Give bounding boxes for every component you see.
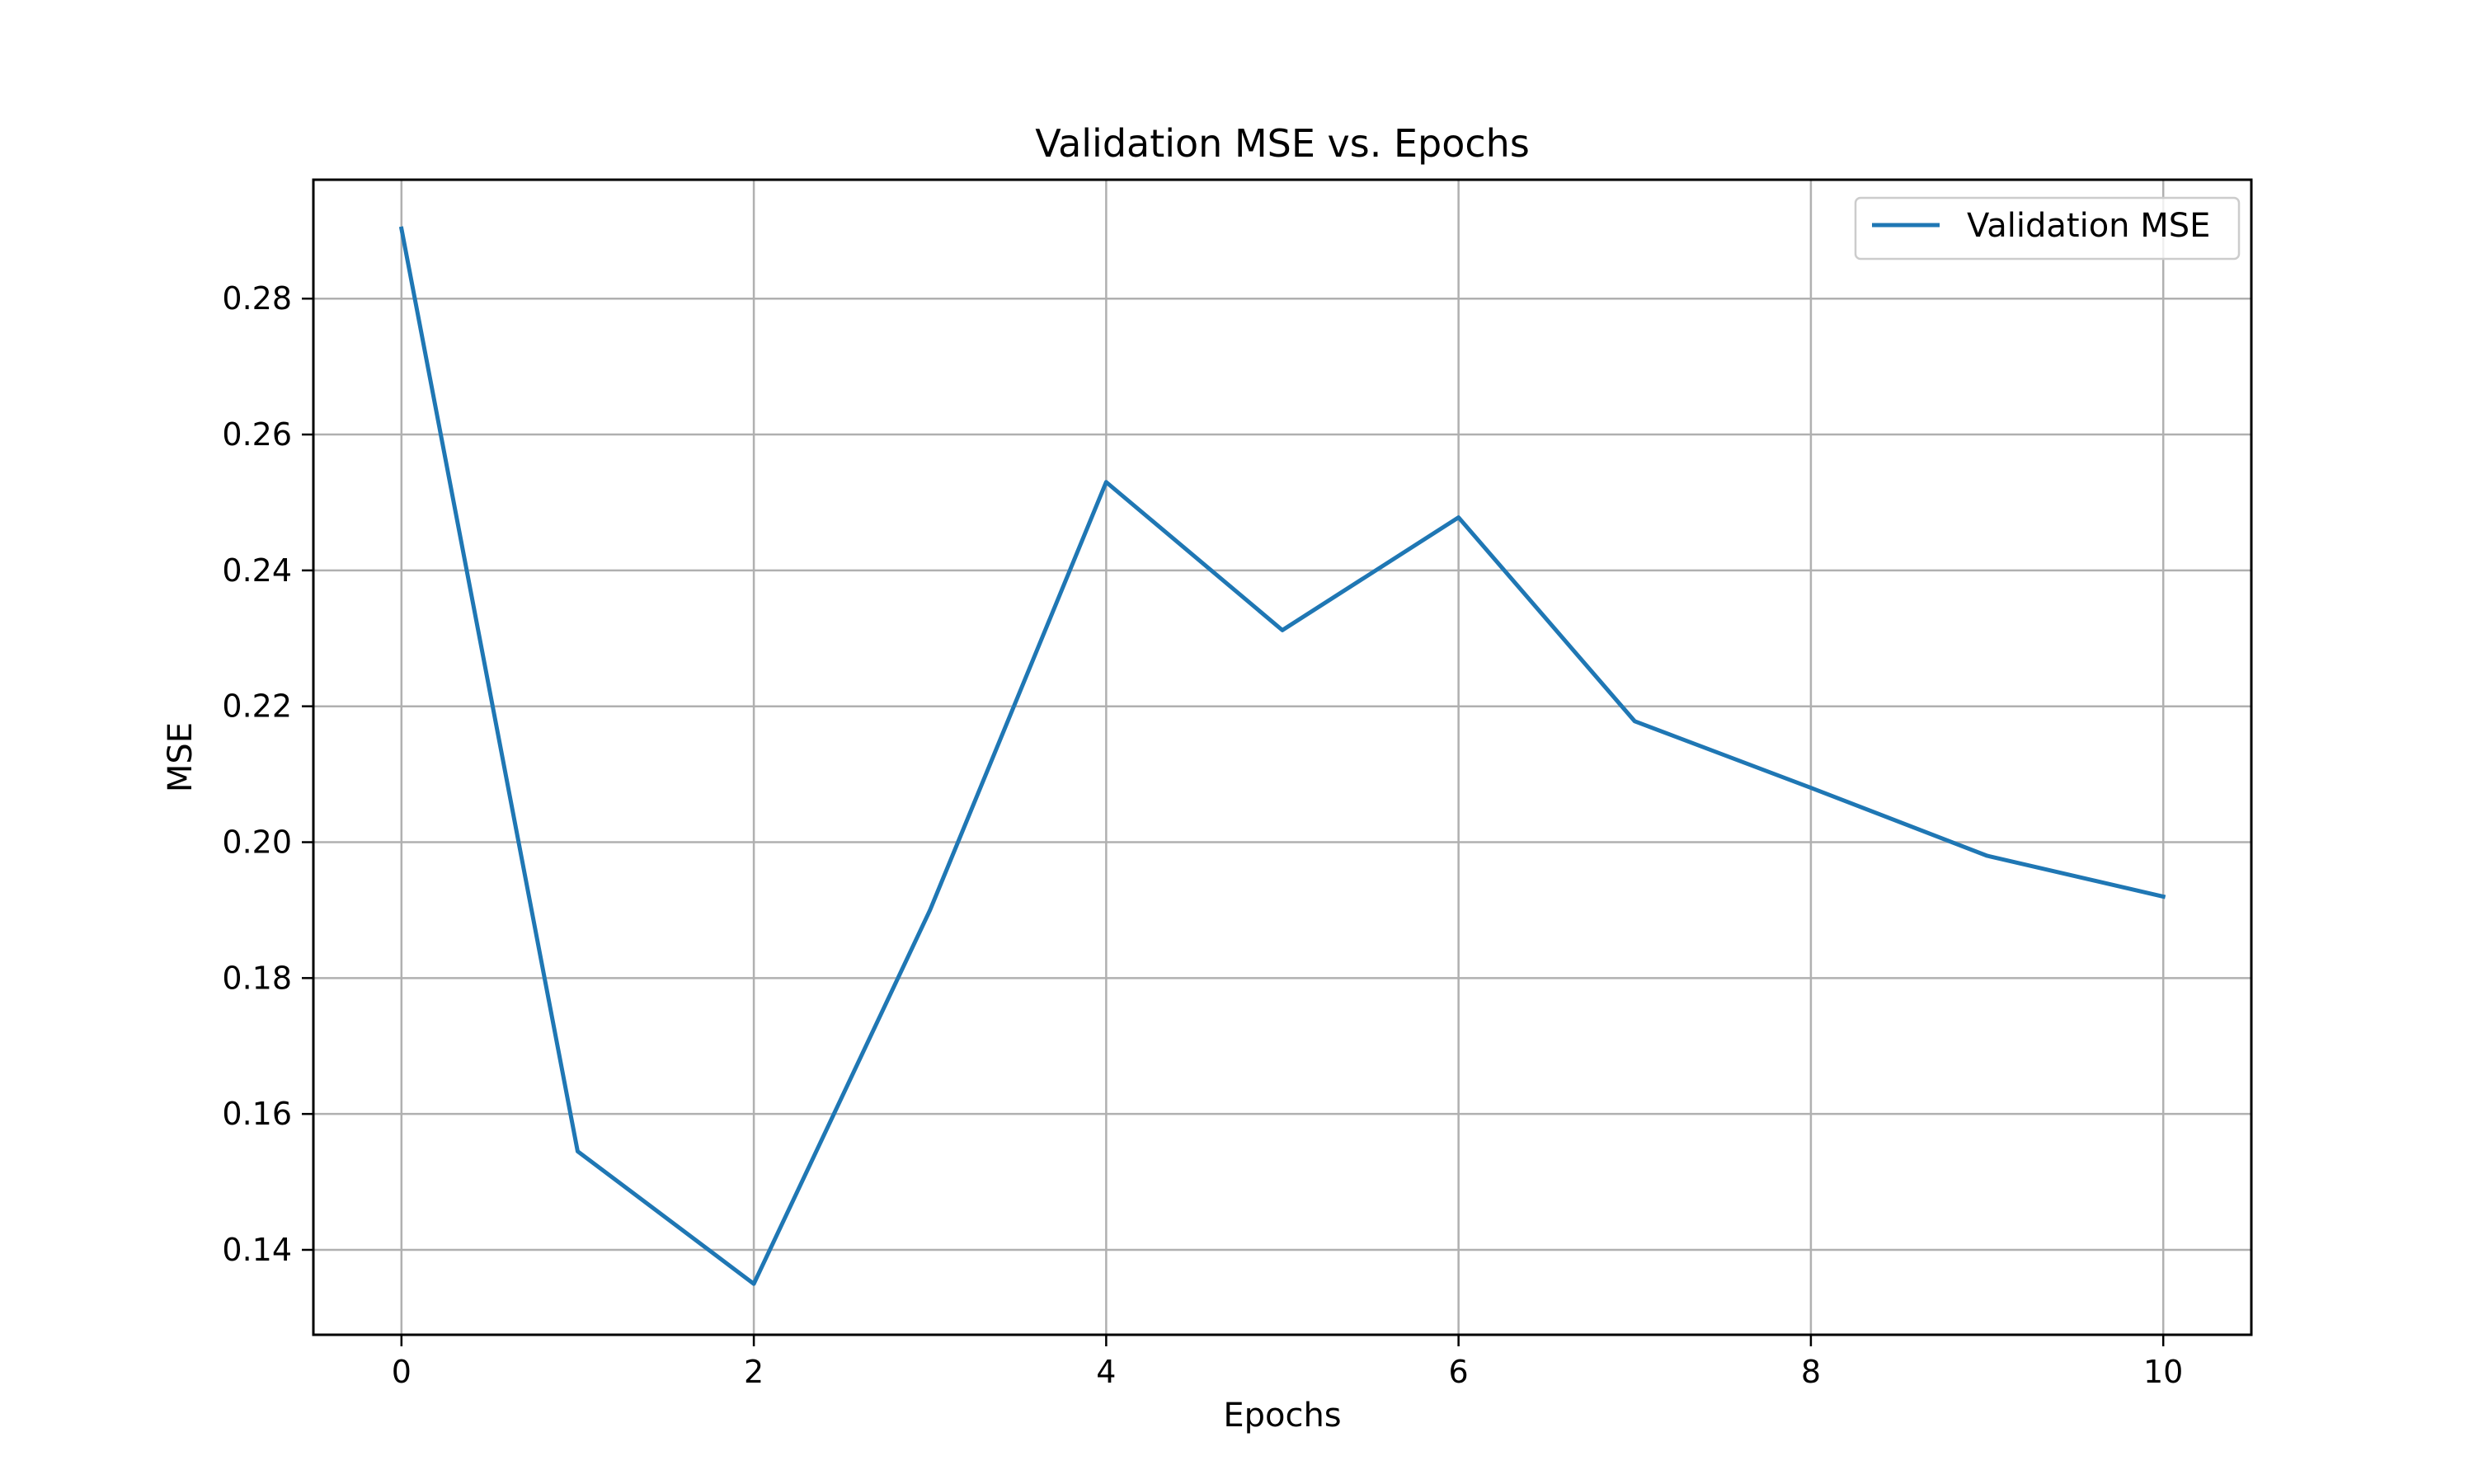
y-tick-label: 0.14 bbox=[222, 1232, 292, 1268]
y-tick-label: 0.28 bbox=[222, 280, 292, 317]
x-axis-label: Epochs bbox=[1223, 1397, 1341, 1435]
y-tick-label: 0.18 bbox=[222, 960, 292, 996]
chart-title: Validation MSE vs. Epochs bbox=[1035, 121, 1530, 166]
y-tick-label: 0.16 bbox=[222, 1096, 292, 1132]
x-tick-label: 8 bbox=[1801, 1354, 1821, 1390]
x-tick-label: 6 bbox=[1449, 1354, 1469, 1390]
y-tick-label: 0.26 bbox=[222, 416, 292, 453]
series-line bbox=[398, 226, 2166, 1286]
x-tick-label: 10 bbox=[2143, 1354, 2183, 1390]
x-tick-label: 4 bbox=[1096, 1354, 1116, 1390]
y-axis-label: MSE bbox=[162, 722, 200, 792]
y-tick-label: 0.20 bbox=[222, 824, 292, 861]
grid-lines bbox=[313, 180, 2251, 1335]
legend-label: Validation MSE bbox=[1967, 207, 2210, 245]
y-tick-label: 0.22 bbox=[222, 688, 292, 725]
series-layer bbox=[398, 226, 2166, 1286]
legend: Validation MSE bbox=[1854, 196, 2241, 261]
y-tick-label: 0.24 bbox=[222, 552, 292, 589]
axis-ticks: 0 2 4 6 8 10 0.14 0.16 0.18 0.20 0.22 0.24 0.26 0.28 bbox=[222, 280, 2183, 1390]
legend-box bbox=[1854, 196, 2241, 261]
plot-frame bbox=[312, 178, 2253, 1336]
x-tick-label: 0 bbox=[392, 1354, 412, 1390]
x-tick-label: 2 bbox=[744, 1354, 764, 1390]
